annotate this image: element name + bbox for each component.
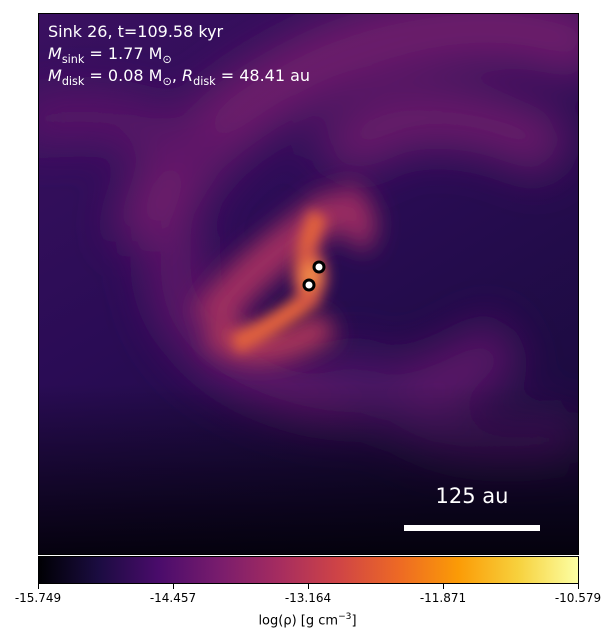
colorbar-label: log(ρ) [g cm−3] [0,612,615,628]
sink-mass-value: = 1.77 M [84,44,163,63]
sink-particle-b [302,278,316,292]
colorbar-tick-label-4: -10.579 [554,591,602,605]
colorbar-tick-label-0: -15.749 [14,591,62,605]
disk-mass-value: = 0.08 M [84,66,163,85]
scale-bar-label: 125 au [435,484,509,508]
mass-subscript: sink [61,53,85,67]
colorbar-tick-0 [38,584,39,589]
sink-time-text: Sink 26, t=109.58 kyr [48,22,224,41]
disk-mass-subscript: disk [61,75,85,89]
sink-mass-label: Msink = 1.77 M⊙ [48,44,172,66]
scale-bar [404,525,540,531]
disk-radius-value: = 48.41 au [215,66,311,85]
disk-props-label: Mdisk = 0.08 M⊙, Rdisk = 48.41 au [48,66,310,88]
disk-radius-symbol: R [181,66,194,85]
spiral-core [230,209,333,354]
density-map: Sink 26, t=109.58 kyr Msink = 1.77 M⊙ Md… [38,13,579,555]
solar-symbol: ⊙ [162,53,172,67]
disk-solar-symbol: ⊙ [162,75,172,89]
disk-mass-symbol: M [48,66,62,85]
colorbar-tick-4 [578,584,579,589]
colorbar-label-close: ] [351,613,357,629]
colorbar-tick-label-3: -11.871 [419,591,467,605]
separator: , [171,66,182,85]
mass-symbol: M [48,44,62,63]
colorbar-tick-3 [443,584,444,589]
colorbar-tick-2 [308,584,309,589]
density-field [39,14,578,554]
colorbar-tick-label-2: -13.164 [284,591,332,605]
colorbar-label-exponent: −3 [338,612,352,622]
colorbar-tick-1 [173,584,174,589]
colorbar [38,556,579,584]
colorbar-label-text: log(ρ) [g cm [258,613,339,629]
disk-radius-subscript: disk [193,75,216,89]
sink-particle-a [312,260,326,274]
colorbar-tick-label-1: -14.457 [149,591,197,605]
sink-time-label: Sink 26, t=109.58 kyr [48,22,223,41]
